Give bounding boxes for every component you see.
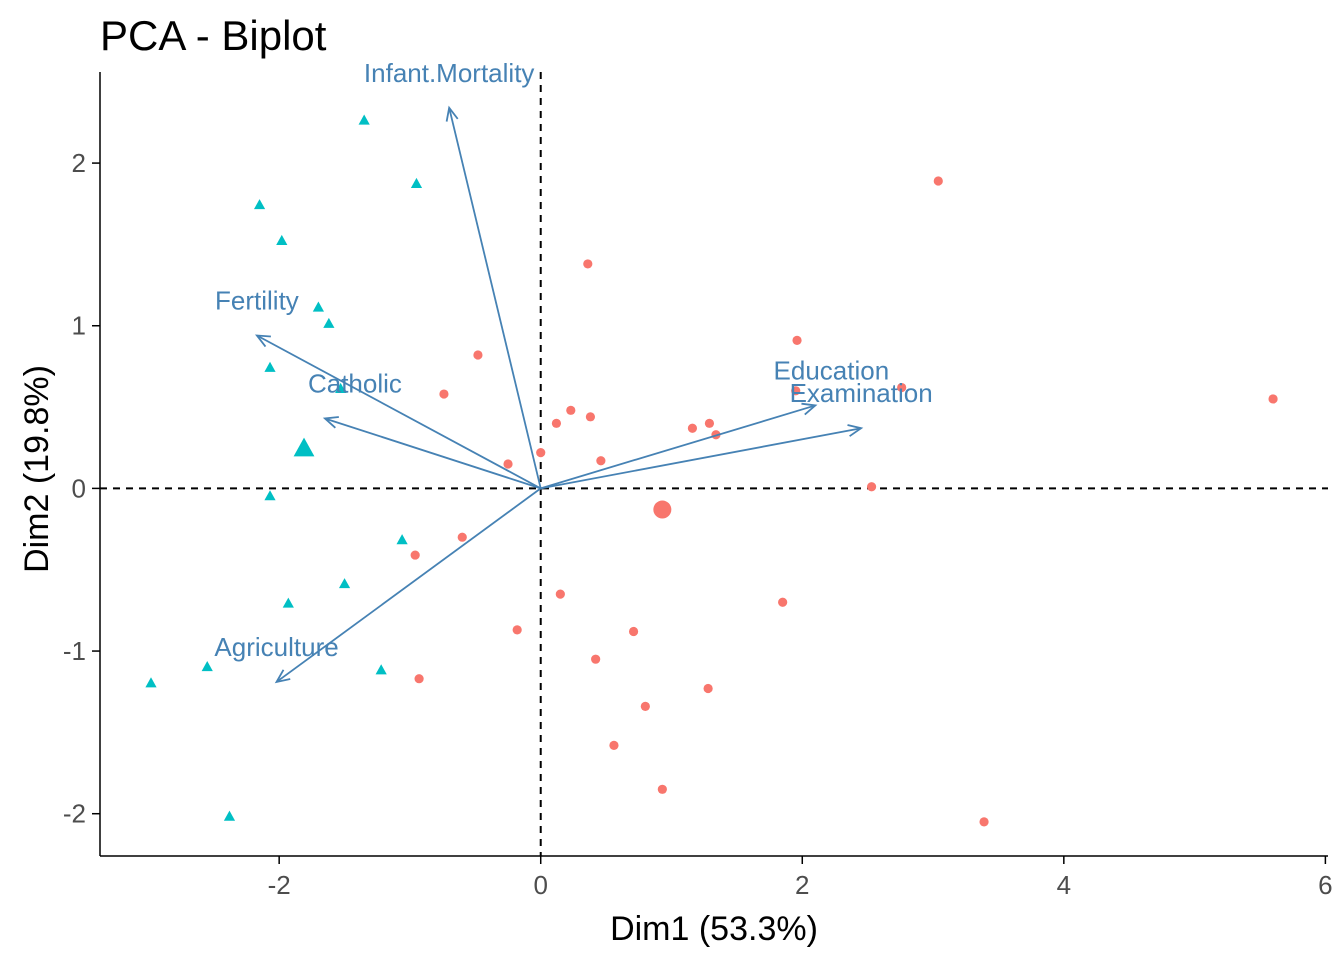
arrow-head (801, 402, 818, 416)
data-point-circle (979, 817, 989, 827)
data-point-circle (512, 625, 522, 635)
data-point-circle (609, 740, 619, 750)
data-point-circle (703, 683, 713, 694)
x-tick-label: 2 (795, 870, 809, 900)
data-point-circle (439, 389, 449, 399)
variable-label: Agriculture (214, 632, 338, 662)
y-tick-label: 2 (72, 148, 86, 178)
x-tick-label: 0 (533, 870, 547, 900)
variable-label: Catholic (308, 368, 402, 398)
data-point-circle (473, 350, 483, 360)
data-points (145, 114, 1278, 827)
variable-arrow (448, 107, 542, 489)
variable-label: Examination (790, 378, 933, 408)
data-point-triangle (201, 661, 213, 672)
arrow-head (322, 416, 339, 429)
y-axis-ticks: -2 -1 0 1 2 (63, 148, 100, 829)
y-tick-label: 1 (72, 311, 86, 341)
arrow-head (254, 334, 271, 348)
data-point-circle (596, 456, 606, 466)
data-point-triangle (410, 177, 423, 189)
y-tick-label: -1 (63, 636, 86, 666)
variable-arrow (276, 487, 542, 683)
data-point-triangle (223, 810, 236, 821)
data-point-triangle (264, 361, 276, 372)
reference-lines (100, 72, 1328, 856)
data-point-circle (628, 626, 639, 637)
data-point-circle (640, 701, 650, 711)
variable-arrow (540, 427, 862, 490)
data-point-circle (1268, 394, 1278, 404)
data-point-triangle (375, 664, 387, 675)
variable-arrow (540, 404, 816, 490)
x-axis-ticks: -2 0 2 4 6 (268, 856, 1333, 900)
data-point-circle (933, 176, 943, 186)
variable-label: Education (774, 355, 890, 385)
arrow-head (445, 105, 459, 122)
data-point-circle (791, 386, 801, 396)
data-point-triangle (335, 382, 347, 393)
x-tick-label: 4 (1057, 870, 1071, 900)
variable-arrow (324, 417, 541, 490)
data-point-circle (792, 335, 802, 345)
variable-arrows: Infant.Mortality Fertility Catholic Educati… (214, 58, 933, 684)
variable-label: Infant.Mortality (364, 58, 535, 88)
data-point-circle (410, 550, 420, 560)
data-point-circle (897, 382, 907, 393)
data-point-circle (566, 405, 576, 415)
y-tick-label: -2 (63, 799, 86, 829)
data-point-circle (778, 597, 788, 607)
group-centroid-circle (653, 500, 672, 519)
data-point-triangle (312, 301, 324, 312)
data-point-triangle (338, 578, 351, 589)
data-point-circle (536, 448, 546, 458)
data-point-circle (657, 784, 667, 794)
data-point-circle (591, 654, 601, 664)
data-point-circle (551, 418, 562, 428)
data-point-circle (414, 674, 424, 684)
data-point-triangle (282, 597, 294, 608)
data-point-circle (866, 482, 877, 492)
data-point-circle (555, 589, 565, 599)
data-point-triangle (323, 317, 335, 328)
axes (99, 72, 1328, 857)
data-point-triangle (358, 114, 370, 125)
y-axis-title: Dim2 (19.8%) (18, 365, 56, 573)
data-point-triangle (145, 677, 157, 688)
x-axis-title: Dim1 (53.3%) (610, 910, 818, 948)
data-point-triangle (253, 199, 266, 210)
data-point-circle (457, 532, 467, 542)
data-point-triangle (396, 534, 408, 545)
data-point-triangle (276, 234, 288, 245)
x-tick-label: 6 (1318, 870, 1332, 900)
data-point-circle (583, 259, 593, 269)
data-point-circle (687, 423, 698, 433)
variable-label: Fertility (215, 286, 299, 316)
arrow-head (847, 424, 864, 437)
data-point-triangle (264, 490, 276, 501)
data-point-circle (503, 459, 513, 469)
variable-arrow (256, 334, 542, 490)
data-point-circle (704, 418, 715, 428)
data-point-circle (585, 412, 596, 422)
arrow-head (274, 669, 291, 684)
x-tick-label: -2 (268, 870, 291, 900)
chart-title: PCA - Biplot (100, 12, 327, 59)
y-tick-label: 0 (72, 473, 86, 503)
group-centroid-triangle (293, 437, 315, 457)
